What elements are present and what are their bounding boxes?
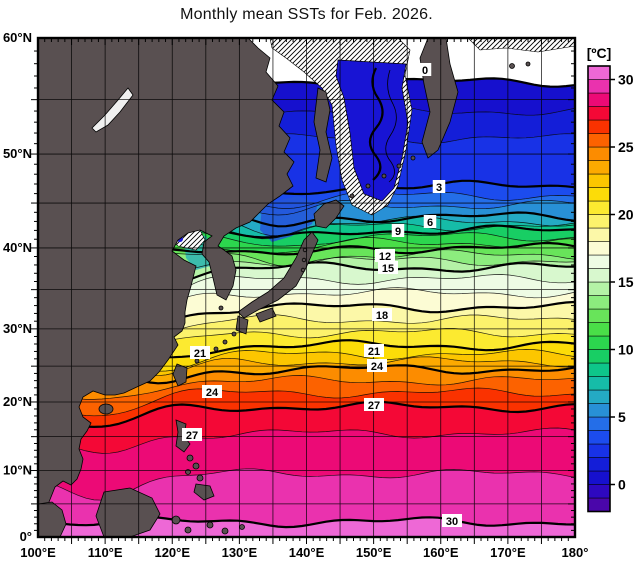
lat-axis-label: 0°	[20, 529, 32, 544]
lat-axis-label: 10°N	[3, 463, 32, 478]
contour-label: 21	[368, 346, 380, 358]
lon-axis-label: 180°	[562, 545, 589, 560]
contour-label: 9	[395, 226, 401, 238]
lon-axis-label: 100°E	[20, 545, 56, 560]
lon-axis-label: 160°E	[423, 545, 459, 560]
contour-label: 15	[382, 263, 394, 275]
colorbar-tick-label: 15	[618, 274, 634, 290]
contour-label: 12	[379, 251, 391, 263]
land-masses	[38, 38, 531, 537]
figure-title: Monthly mean SSTs for Feb. 2026.	[180, 6, 433, 23]
lon-axis-label: 140°E	[289, 545, 325, 560]
lon-axis-label: 120°E	[154, 545, 190, 560]
hainan-island	[98, 403, 114, 415]
lon-axis-label: 150°E	[356, 545, 392, 560]
colorbar-tick-label: 30	[618, 72, 634, 88]
colorbar-tick-label: 0	[618, 477, 626, 493]
colorbar-tick-label: 25	[618, 139, 634, 155]
colorbar-tick-label: 5	[618, 409, 626, 425]
lon-axis-label: 130°E	[222, 545, 258, 560]
contour-label: 27	[368, 400, 380, 412]
lat-axis-label: 20°N	[3, 394, 32, 409]
colorbar-unit-label: [ºC]	[587, 45, 612, 61]
contour-label: 27	[186, 430, 198, 442]
contour-label: 21	[194, 348, 206, 360]
colorbar-tick-label: 20	[618, 207, 634, 223]
lon-axis-label: 110°E	[88, 545, 123, 560]
okhotsk-open-water	[335, 59, 409, 202]
axes: 100°E 110°E 120°E 130°E 140°E 150°E 160°E 170°E…	[3, 30, 588, 560]
contour-label: 24	[206, 387, 219, 399]
contour-label: 0	[422, 65, 428, 77]
contour-label: 18	[376, 310, 388, 322]
colorbar: 0 5 10 15 20 25 30 [ºC]	[587, 45, 634, 513]
contour-label: 3	[436, 182, 442, 194]
lon-axis-label: 170°E	[490, 545, 526, 560]
contour-label: 6	[427, 217, 433, 229]
lat-axis-label: 40°N	[3, 240, 32, 255]
lat-axis-label: 50°N	[3, 146, 32, 161]
contour-label: 30	[446, 516, 458, 528]
lat-axis-label: 30°N	[3, 321, 32, 336]
lake-baikal	[91, 87, 134, 133]
colorbar-tick-label: 10	[618, 342, 634, 358]
contour-label: 24	[371, 361, 384, 373]
latitude-longitude-grid	[38, 38, 575, 537]
lat-axis-label: 60°N	[3, 30, 32, 45]
